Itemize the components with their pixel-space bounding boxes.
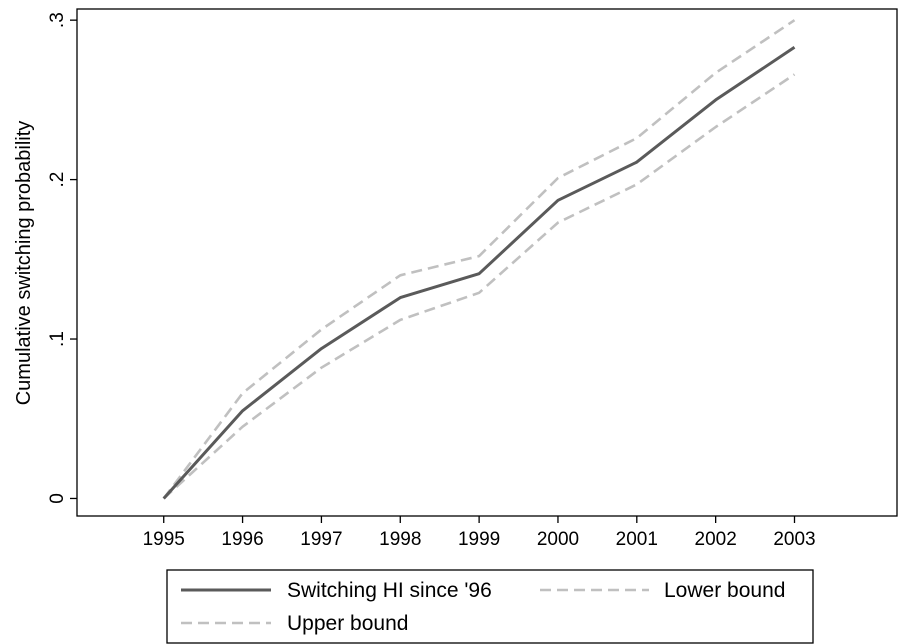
- y-tick-label: .2: [47, 172, 68, 188]
- y-tick-label: .1: [47, 331, 68, 347]
- x-tick-label: 2002: [695, 529, 737, 550]
- x-tick-label: 2001: [616, 529, 658, 550]
- x-tick-label: 1996: [221, 529, 263, 550]
- series-line-1: [162, 73, 796, 500]
- y-axis: 0 .1 .2 .3: [47, 12, 77, 504]
- series-line-0: [162, 46, 796, 500]
- x-tick-label: 2003: [773, 529, 815, 550]
- x-tick-label: 1999: [458, 529, 500, 550]
- y-tick-label: .3: [47, 12, 68, 28]
- legend-label-0: Switching HI since '96: [287, 579, 492, 602]
- legend-label-1: Lower bound: [664, 579, 785, 602]
- y-tick-label: 0: [47, 493, 68, 504]
- legend-box: [166, 569, 814, 644]
- legend-label-2: Upper bound: [287, 612, 408, 635]
- y-axis-title: Cumulative switching probability: [13, 121, 35, 406]
- legend: Switching HI since '96 Lower bound Upper b…: [166, 569, 814, 644]
- series-layer: [162, 19, 796, 500]
- series-line-2: [162, 19, 796, 500]
- x-tick-label: 1997: [300, 529, 342, 550]
- x-tick-label: 1998: [379, 529, 421, 550]
- x-tick-label: 2000: [537, 529, 579, 550]
- plot-frame: [76, 8, 898, 517]
- x-axis: 1995 1996 1997 1998 1999 2000 2001 2002 2003: [143, 516, 816, 550]
- x-tick-label: 1995: [143, 529, 185, 550]
